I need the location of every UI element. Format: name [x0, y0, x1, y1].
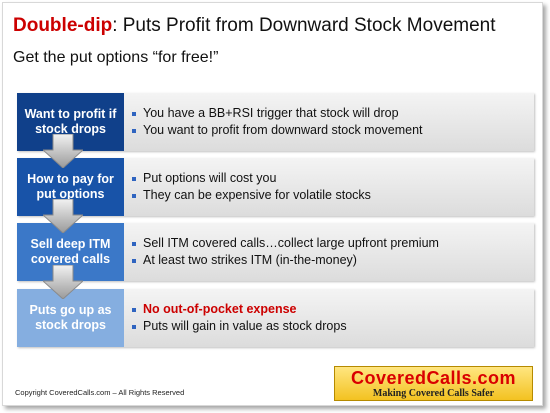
bullet-text: They can be expensive for volatile stock…: [143, 188, 371, 202]
slide-subtitle: Get the put options “for free!”: [13, 49, 219, 66]
bullet-item: You want to profit from downward stock m…: [132, 122, 423, 139]
slide-title: Double-dip: Puts Profit from Downward St…: [13, 15, 496, 37]
step-row-3: Sell deep ITM covered calls Sell ITM cov…: [17, 223, 534, 281]
bullet-square-icon: [132, 307, 136, 312]
bullet-square-icon: [132, 128, 136, 133]
down-arrow-icon: [43, 199, 83, 233]
bullet-text: Puts will gain in value as stock drops: [143, 319, 347, 333]
bullet-square-icon: [132, 111, 136, 116]
title-highlight: Double-dip: [13, 15, 113, 36]
coveredcalls-logo: CoveredCalls.com Making Covered Calls Sa…: [334, 366, 533, 401]
bullet-text: Sell ITM covered calls…collect large upf…: [143, 236, 439, 250]
step-label-4: Puts go up as stock drops: [17, 289, 124, 347]
copyright-notice: Copyright CoveredCalls.com – All Rights …: [15, 388, 185, 397]
bullet-item: They can be expensive for volatile stock…: [132, 187, 371, 204]
bullet-item: At least two strikes ITM (in-the-money): [132, 252, 439, 269]
bullet-text-emphasis: No out-of-pocket expense: [143, 302, 297, 316]
bullet-text: At least two strikes ITM (in-the-money): [143, 253, 357, 267]
down-arrow-icon: [43, 134, 83, 168]
bullet-square-icon: [132, 324, 136, 329]
bullet-square-icon: [132, 176, 136, 181]
bullet-text: You want to profit from downward stock m…: [143, 123, 423, 137]
step-bullets-1: You have a BB+RSI trigger that stock wil…: [132, 93, 423, 151]
step-bullets-2: Put options will cost you They can be ex…: [132, 158, 371, 216]
logo-tagline: Making Covered Calls Safer: [372, 388, 495, 399]
slide: Double-dip: Puts Profit from Downward St…: [2, 2, 543, 406]
bullet-item: You have a BB+RSI trigger that stock wil…: [132, 105, 423, 122]
step-row-1: Want to profit if stock drops You have a…: [17, 93, 534, 151]
down-arrow-icon: [43, 265, 83, 299]
step-bullets-4: No out-of-pocket expense Puts will gain …: [132, 289, 347, 347]
step-bullets-3: Sell ITM covered calls…collect large upf…: [132, 223, 439, 281]
step-label-2: How to pay for put options: [17, 158, 124, 216]
bullet-text: Put options will cost you: [143, 171, 277, 185]
logo-wordmark: CoveredCalls.com: [350, 368, 517, 388]
bullet-square-icon: [132, 258, 136, 263]
step-row-4: Puts go up as stock drops No out-of-pock…: [17, 289, 534, 347]
bullet-square-icon: [132, 241, 136, 246]
bullet-item: Puts will gain in value as stock drops: [132, 318, 347, 335]
bullet-item: Sell ITM covered calls…collect large upf…: [132, 235, 439, 252]
bullet-item: Put options will cost you: [132, 170, 371, 187]
bullet-square-icon: [132, 193, 136, 198]
step-label-3: Sell deep ITM covered calls: [17, 223, 124, 281]
bullet-item: No out-of-pocket expense: [132, 301, 347, 318]
title-rest: : Puts Profit from Downward Stock Moveme…: [112, 15, 496, 36]
step-row-2: How to pay for put options Put options w…: [17, 158, 534, 216]
bullet-text: You have a BB+RSI trigger that stock wil…: [143, 106, 399, 120]
